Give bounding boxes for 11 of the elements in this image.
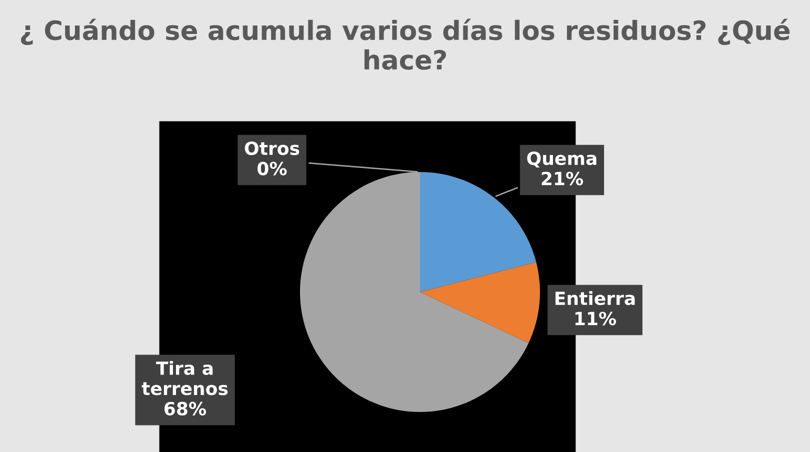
text: 0% <box>258 162 287 176</box>
pie-slice <box>420 172 536 292</box>
slice-label: Tira a terrenos <box>142 361 228 396</box>
data-label: 11% <box>575 312 616 326</box>
chart-title: ¿ Cuándo se acumula varios días los residuos? ¿Qué hace? <box>20 18 790 70</box>
slice-label: Entierra <box>556 291 635 306</box>
category-label: Otros <box>244 141 300 156</box>
data-label: 68% <box>164 402 206 416</box>
pie-slice <box>420 262 540 344</box>
data-label: 21% <box>542 172 584 186</box>
slice-label: Quema <box>527 151 596 168</box>
